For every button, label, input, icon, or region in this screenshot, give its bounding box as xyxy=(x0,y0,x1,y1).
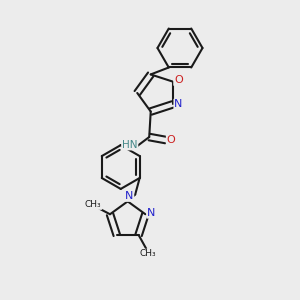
Text: O: O xyxy=(167,135,176,145)
Text: CH₃: CH₃ xyxy=(139,249,156,258)
Text: O: O xyxy=(174,75,183,85)
Text: N: N xyxy=(174,99,183,110)
Text: N: N xyxy=(125,191,134,201)
Text: HN: HN xyxy=(122,140,137,149)
Text: CH₃: CH₃ xyxy=(85,200,101,209)
Text: N: N xyxy=(147,208,156,218)
